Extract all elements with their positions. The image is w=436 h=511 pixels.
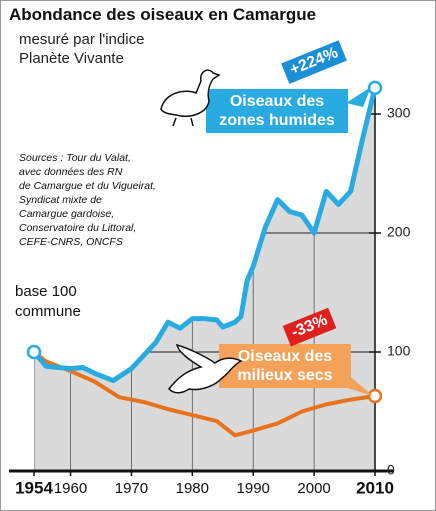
x-tick-label: 1970 (115, 480, 148, 497)
sources: avec données des RN (19, 166, 123, 178)
base-label: base 100 (15, 283, 77, 300)
sources: Sources : Tour du Valat, (19, 152, 131, 164)
sources: CEFE-CNRS, ONCFS (19, 236, 123, 248)
chart-title: Abondance des oiseaux en Camargue (9, 5, 317, 24)
x-tick-label: 1960 (54, 480, 87, 497)
line (32, 87, 378, 384)
series-label: Oiseaux des milieux secs (219, 344, 351, 388)
start-marker (26, 344, 42, 360)
x-tick-label: 1990 (237, 480, 270, 497)
sources: Syndicat mixte de (19, 194, 102, 206)
sources: Conservatoire du Littoral, (19, 222, 137, 234)
y-tick-label: 200 (387, 224, 411, 240)
y-tick-label: 100 (387, 343, 411, 359)
x-tick-label: 1980 (176, 480, 209, 497)
x-tick-label: 2010 (356, 478, 394, 497)
sources: Camargue gardoise, (19, 208, 115, 220)
line (32, 350, 376, 438)
sources: de Camargue et du Vigueirat, (19, 180, 156, 192)
x-tick-label: 1954 (15, 478, 53, 497)
y-tick-label: 300 (387, 105, 411, 121)
subtitle: mesuré par l'indice (19, 31, 145, 48)
x-tick-label: 2000 (297, 480, 330, 497)
base-label: commune (15, 303, 81, 320)
subtitle: Planète Vivante (19, 50, 124, 67)
y-tick-label: 0 (387, 462, 395, 478)
end-marker (367, 80, 383, 96)
end-marker (367, 388, 383, 404)
area (34, 87, 375, 471)
series-label: Oiseaux des zones humides (206, 89, 348, 133)
